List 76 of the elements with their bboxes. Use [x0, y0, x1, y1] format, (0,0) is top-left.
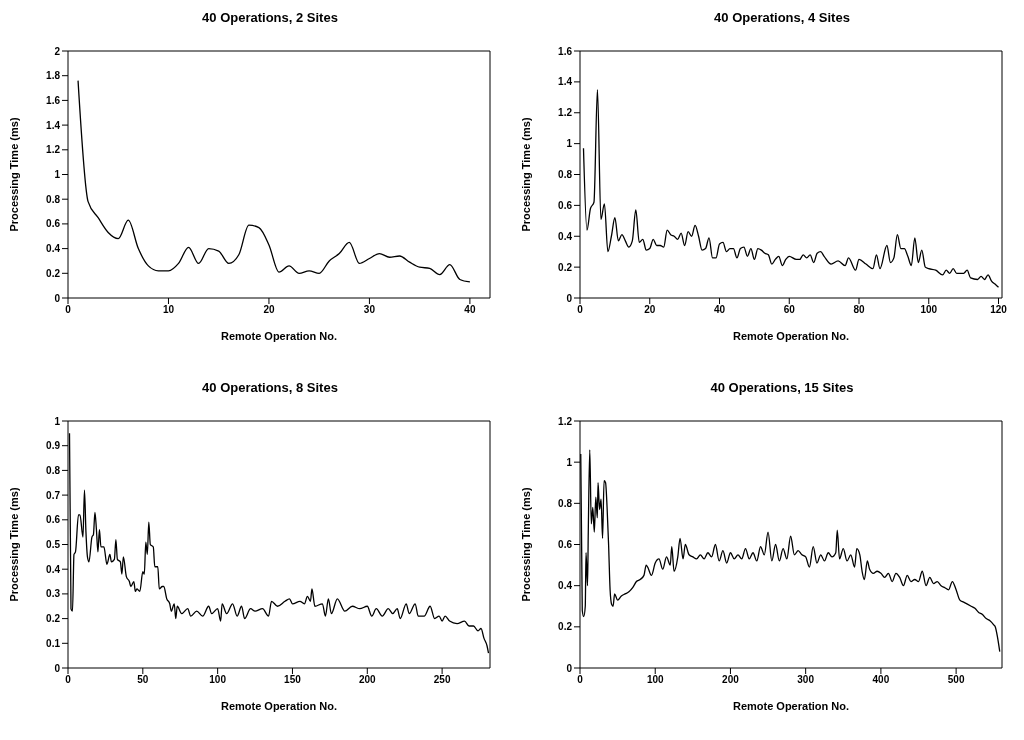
- x-tick-label: 40: [464, 304, 476, 316]
- x-tick-label: 60: [783, 304, 796, 316]
- x-tick-label: 50: [137, 674, 149, 686]
- y-tick-label: 0.1: [46, 637, 61, 649]
- y-tick-label: 1.2: [46, 144, 61, 156]
- x-tick-label: 80: [853, 304, 866, 316]
- x-tick-label: 500: [947, 674, 965, 686]
- x-axis-title: Remote Operation No.: [220, 700, 338, 712]
- y-tick-label: 2: [54, 45, 61, 57]
- x-tick-label: 0: [577, 674, 584, 686]
- y-tick-label: 1.8: [46, 70, 61, 82]
- chart-title: 40 Operations, 4 Sites: [713, 10, 851, 25]
- y-axis-title: Processing Time (ms): [519, 117, 532, 232]
- x-tick-label: 300: [797, 674, 815, 686]
- y-tick-label: 1: [566, 138, 573, 150]
- y-tick-label: 0: [566, 292, 573, 304]
- y-tick-label: 0.4: [46, 243, 61, 255]
- x-tick-label: 40: [713, 304, 726, 316]
- y-tick-label: 1.2: [558, 415, 573, 427]
- y-tick-label: 0.9: [46, 440, 61, 452]
- x-tick-label: 20: [644, 304, 656, 316]
- x-tick-label: 200: [722, 674, 740, 686]
- line-series: [582, 88, 1000, 288]
- y-tick-label: 0.2: [558, 621, 573, 633]
- line-series: [77, 79, 471, 283]
- y-tick-label: 1: [566, 456, 573, 468]
- y-tick-label: 1.2: [558, 107, 573, 119]
- x-tick-label: 0: [65, 304, 72, 316]
- y-tick-label: 0.3: [46, 588, 61, 600]
- y-tick-label: 0.2: [46, 613, 61, 625]
- y-tick-label: 0.2: [558, 261, 573, 273]
- chart-title: 40 Operations, 2 Sites: [201, 10, 339, 25]
- x-tick-label: 30: [363, 304, 376, 316]
- y-tick-label: 0: [54, 662, 61, 674]
- y-tick-label: 1.6: [46, 94, 61, 106]
- y-axis-title: Processing Time (ms): [519, 487, 532, 602]
- y-tick-label: 0.6: [558, 539, 573, 551]
- x-axis-title: Remote Operation No.: [732, 330, 850, 342]
- x-tick-label: 0: [577, 304, 584, 316]
- x-axis-title: Remote Operation No.: [732, 700, 850, 712]
- x-tick-label: 250: [433, 674, 451, 686]
- y-tick-label: 0.8: [558, 169, 573, 181]
- y-tick-label: 0.8: [46, 464, 61, 476]
- y-tick-label: 0.4: [46, 563, 61, 575]
- y-tick-label: 0.7: [46, 489, 61, 501]
- y-tick-label: 1.4: [46, 119, 61, 131]
- y-tick-label: 0: [566, 662, 573, 674]
- x-axis-title: Remote Operation No.: [220, 330, 338, 342]
- x-tick-label: 150: [284, 674, 302, 686]
- y-tick-label: 0.6: [558, 199, 573, 211]
- y-tick-label: 0.6: [46, 218, 61, 230]
- x-tick-label: 100: [646, 674, 664, 686]
- y-tick-label: 0.6: [46, 514, 61, 526]
- y-tick-label: 0.8: [46, 193, 61, 205]
- y-tick-label: 1.4: [558, 76, 573, 88]
- x-tick-label: 400: [872, 674, 890, 686]
- y-tick-label: 0.8: [558, 497, 573, 509]
- y-tick-label: 1: [54, 415, 61, 427]
- x-tick-label: 20: [263, 304, 275, 316]
- x-tick-label: 200: [358, 674, 377, 686]
- x-tick-label: 0: [65, 674, 72, 686]
- y-tick-label: 1: [54, 169, 61, 181]
- y-tick-label: 0.2: [46, 267, 61, 279]
- chart-title: 40 Operations, 15 Sites: [709, 380, 855, 395]
- x-tick-label: 10: [162, 304, 175, 316]
- chart-title: 40 Operations, 8 Sites: [201, 380, 339, 395]
- y-tick-label: 0.4: [558, 580, 573, 592]
- y-tick-label: 0: [54, 292, 61, 304]
- x-tick-label: 100: [209, 674, 227, 686]
- y-axis-title: Processing Time (ms): [7, 117, 20, 232]
- x-tick-label: 120: [990, 304, 1008, 316]
- y-tick-label: 1.6: [558, 45, 573, 57]
- y-axis-title: Processing Time (ms): [7, 487, 20, 602]
- y-tick-label: 0.4: [558, 230, 573, 242]
- x-tick-label: 100: [920, 304, 938, 316]
- y-tick-label: 0.5: [46, 539, 61, 551]
